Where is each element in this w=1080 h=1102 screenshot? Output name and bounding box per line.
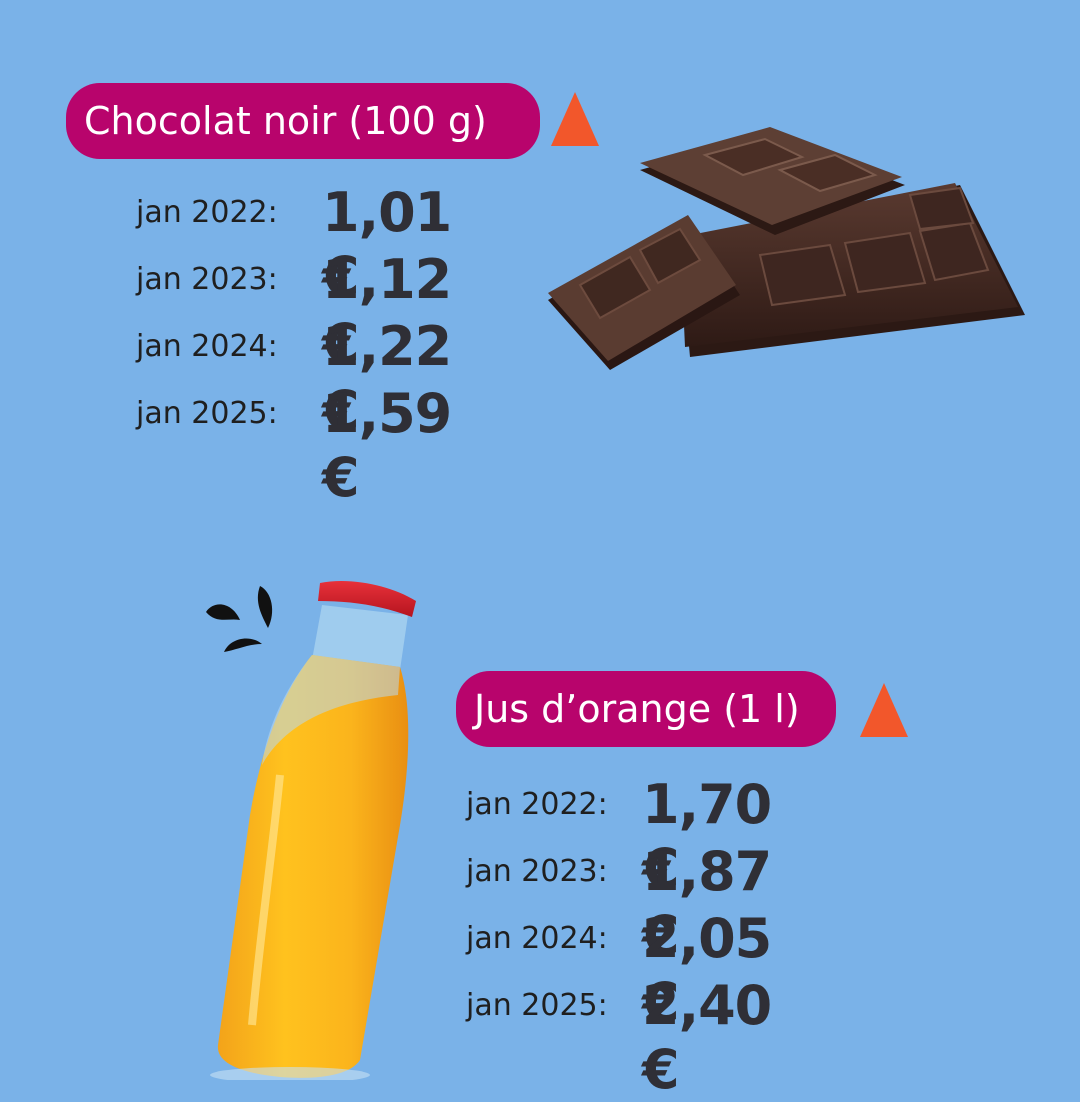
up-triangle-icon [551, 92, 599, 146]
price-date: jan 2024: [466, 921, 608, 956]
price-date: jan 2022: [466, 787, 608, 822]
price-value: 1,87 € [642, 840, 772, 967]
price-date: jan 2025: [136, 396, 278, 431]
price-date: jan 2023: [466, 854, 608, 889]
price-value: 1,70 € [642, 773, 772, 900]
price-value: 1,12 € [322, 248, 452, 375]
chocolat-title: Chocolat noir (100 g) [66, 83, 540, 159]
price-value: 1,01 € [322, 181, 452, 308]
price-value: 1,59 € [322, 382, 452, 509]
jus-title: Jus d’orange (1 l) [456, 671, 836, 747]
splash-icon [206, 586, 273, 652]
juice-bottle-icon [210, 581, 416, 1080]
up-triangle-icon [860, 683, 908, 737]
price-value: 1,22 € [322, 315, 452, 442]
price-value: 2,05 € [642, 907, 772, 1034]
chocolate-bar-icon [548, 127, 1025, 370]
price-date: jan 2025: [466, 988, 608, 1023]
price-date: jan 2023: [136, 262, 278, 297]
price-date: jan 2022: [136, 195, 278, 230]
price-value: 2,40 € [642, 974, 772, 1101]
price-date: jan 2024: [136, 329, 278, 364]
